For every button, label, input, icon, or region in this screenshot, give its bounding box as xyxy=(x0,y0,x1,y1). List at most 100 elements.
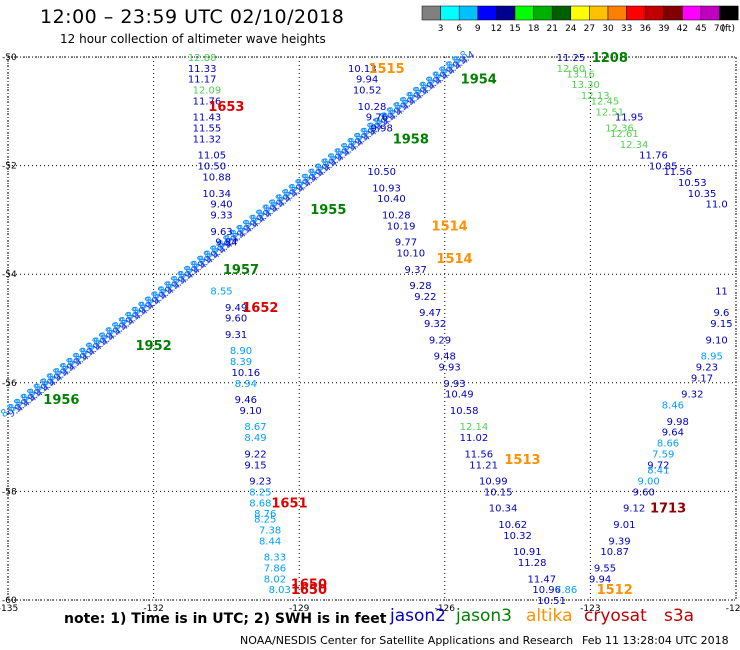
scale-swatch xyxy=(626,5,646,21)
y-tick-label: -58 xyxy=(2,487,17,497)
x-tick-label: -126 xyxy=(435,604,456,614)
data-point-label: 11.95 xyxy=(615,113,644,124)
scale-swatch xyxy=(496,5,516,21)
data-point-label: 9.49 xyxy=(225,303,247,314)
data-point-label: 10.93 xyxy=(372,183,401,194)
data-point-label: 9.94 xyxy=(356,75,378,86)
data-point-label: 10.15 xyxy=(484,487,513,498)
data-point-label: 11.28 xyxy=(518,558,547,569)
data-point-label: 11.76 xyxy=(639,151,668,162)
scale-tick: 6 xyxy=(456,24,462,34)
data-point-label: 9.32 xyxy=(424,319,446,330)
data-point-label: 9.23 xyxy=(696,363,718,374)
data-point-label: 12.60 xyxy=(557,64,586,75)
track-time-label: 1955 xyxy=(310,203,346,218)
data-point-label: 8.67 xyxy=(244,422,266,433)
data-point-label: 12.09 xyxy=(193,86,222,97)
data-point-label: 12.36 xyxy=(605,124,634,135)
data-point-label: 10.50 xyxy=(198,162,227,173)
data-point-label: 7.86 xyxy=(555,585,577,596)
data-point-label: 11.56 xyxy=(464,449,493,460)
scale-swatch xyxy=(440,5,460,21)
scale-swatch xyxy=(458,5,479,21)
color-scale-legend: 3 6 9 12 15 18 21 24 27 30 33 36 39 42 45 70(ft) xyxy=(421,5,739,34)
data-point-label: 9.39 xyxy=(608,536,630,547)
data-point-label: 9.98 xyxy=(371,124,393,135)
scale-swatch xyxy=(682,5,702,21)
data-point-label: 10.40 xyxy=(377,194,406,205)
data-point-label: 12.13 xyxy=(581,91,610,102)
scale-swatch xyxy=(514,5,534,21)
data-point-label: 12.14 xyxy=(460,422,489,433)
data-point-label: 9.17 xyxy=(691,373,713,384)
scale-tick: 36 xyxy=(639,24,651,34)
scale-tick: 24 xyxy=(565,24,577,34)
data-point-label: 9.63 xyxy=(210,227,232,238)
scale-tick: 33 xyxy=(621,24,632,34)
data-point-label: 9.15 xyxy=(244,460,266,471)
track-time-label: 1651 xyxy=(271,496,307,511)
track-time-label: 1515 xyxy=(368,62,404,77)
credit-line: NOAA/NESDIS Center for Satellite Applica… xyxy=(240,634,574,647)
data-point-label: 8.95 xyxy=(701,352,723,363)
data-point-label: 8.03 xyxy=(269,585,291,596)
track-time-label: 1952 xyxy=(136,339,172,354)
data-point-label: 10.96 xyxy=(532,585,561,596)
track-time-label: 1652 xyxy=(242,301,278,316)
data-point-label: 11.02 xyxy=(460,433,489,444)
data-point-label: 9.93 xyxy=(443,379,465,390)
data-point-label: 10.58 xyxy=(450,406,479,417)
track-time-label: 1650 xyxy=(291,578,327,593)
x-tick-label: -123 xyxy=(580,604,600,614)
data-point-label: 9.00 xyxy=(638,477,660,488)
data-point-label: 8.94 xyxy=(235,379,257,390)
scale-swatch xyxy=(719,5,739,21)
scale-tick: 21 xyxy=(546,24,557,34)
data-point-label: 8.46 xyxy=(662,401,684,412)
data-point-label: 9.01 xyxy=(613,520,635,531)
grid-lines xyxy=(7,56,737,601)
data-point-label: 10.19 xyxy=(387,221,416,232)
data-point-label: 12.51 xyxy=(595,107,624,118)
data-point-label: 9.6 xyxy=(713,308,729,319)
scale-swatch xyxy=(644,5,665,21)
y-tick-label: -60 xyxy=(2,596,17,606)
data-point-label: 11.33 xyxy=(188,64,217,75)
data-point-label: 10.99 xyxy=(479,477,508,488)
data-point-label: 10.16 xyxy=(231,368,260,379)
data-point-label: 8.49 xyxy=(244,433,266,444)
data-point-label: 10.10 xyxy=(397,248,426,259)
data-point-label: 8.76 xyxy=(254,509,276,520)
data-point-label: 9.93 xyxy=(439,363,461,374)
data-point-label: 9.31 xyxy=(225,330,247,341)
page-subtitle: 12 hour collection of altimeter wave hei… xyxy=(60,32,326,46)
data-point-label: 11.17 xyxy=(188,75,217,86)
data-point-label: 9.60 xyxy=(633,487,655,498)
data-point-label: 10.49 xyxy=(445,390,474,401)
scale-swatch xyxy=(663,5,683,21)
track-time-label: 1208 xyxy=(592,51,628,66)
data-point-label: 8.44 xyxy=(259,536,281,547)
data-point-label: 12.61 xyxy=(610,129,639,140)
data-point-label: 8.66 xyxy=(657,439,679,450)
track-time-label: 1956 xyxy=(43,393,79,408)
data-point-label: 9.23 xyxy=(249,477,271,488)
data-point-label: 10.35 xyxy=(688,189,717,200)
scale-swatch xyxy=(533,5,553,21)
data-point-label: 11.56 xyxy=(663,167,692,178)
data-point-label: 8.41 xyxy=(647,466,669,477)
data-point-label: 9.10 xyxy=(240,406,262,417)
data-point-label: 10.13 xyxy=(348,64,377,75)
x-tick-label: -135 xyxy=(0,604,18,614)
data-point-label: 9.33 xyxy=(210,210,232,221)
data-point-label: 9.22 xyxy=(414,292,436,303)
track-time-label: 1713 xyxy=(650,502,686,517)
scale-swatch xyxy=(607,5,627,21)
data-point-label: 8.90 xyxy=(230,346,252,357)
scale-tick: 30 xyxy=(602,24,614,34)
data-point-label: 10.87 xyxy=(600,547,629,558)
data-point-label: 9.10 xyxy=(705,335,727,346)
data-point-label: 10.34 xyxy=(202,189,231,200)
data-point-label: 10.28 xyxy=(382,210,411,221)
